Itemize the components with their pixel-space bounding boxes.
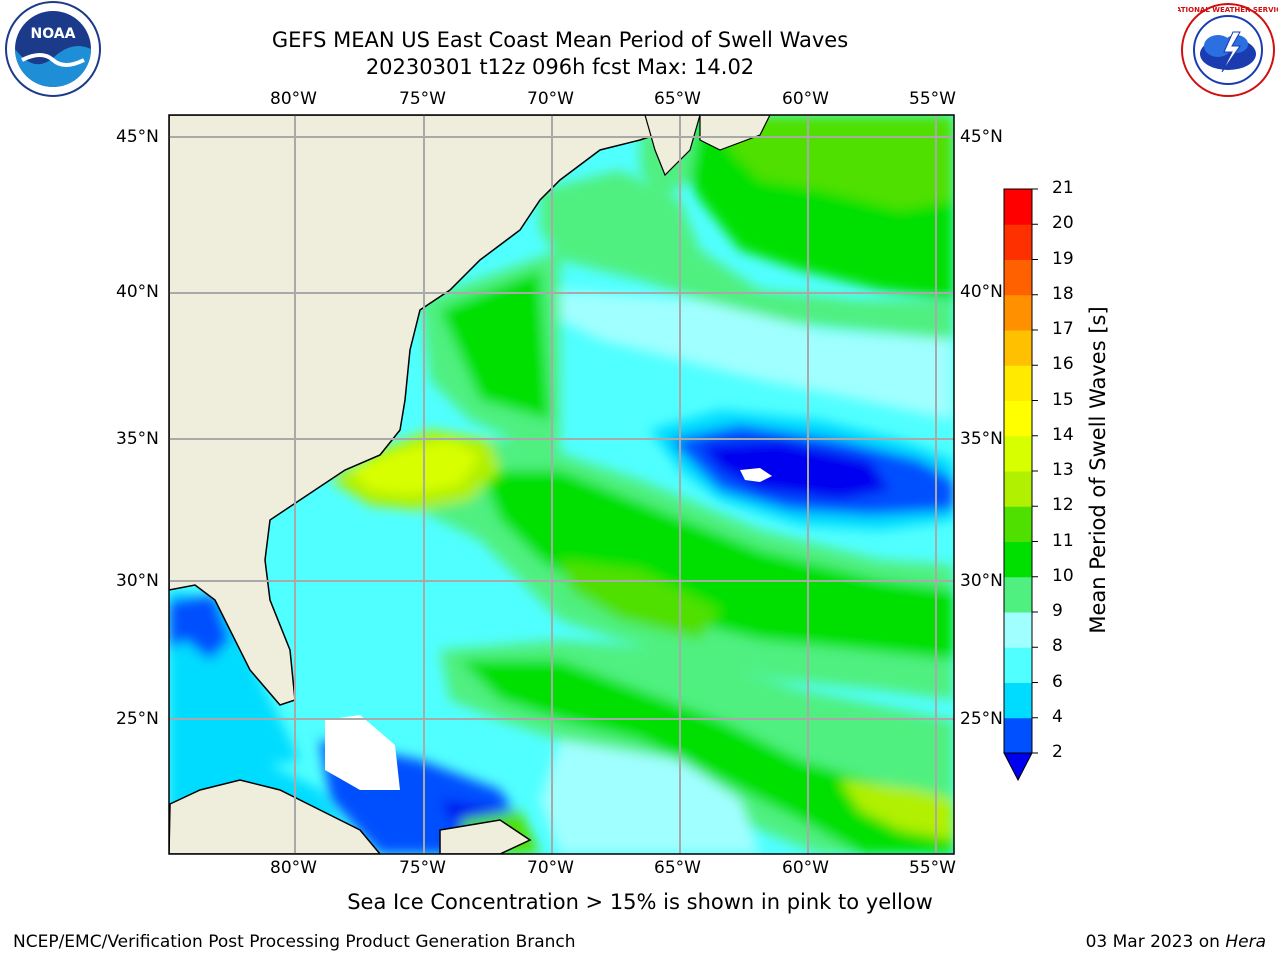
colorbar-segment <box>1004 471 1032 507</box>
colorbar-segment <box>1004 294 1032 331</box>
colorbar-segment <box>1004 400 1032 437</box>
bahamas-mask <box>325 715 400 790</box>
colorbar-tick-label: 10 <box>1052 565 1074 586</box>
lon-label-top: 70°W <box>527 89 574 109</box>
colorbar-tick-label: 12 <box>1052 495 1074 516</box>
footer-date-text: 03 Mar 2023 on <box>1085 932 1226 952</box>
colorbar-under-arrow <box>1003 752 1033 782</box>
colorbar-segment <box>1004 224 1032 260</box>
colorbar-segment <box>1004 330 1032 366</box>
colorbar-tick-label: 18 <box>1052 283 1074 304</box>
lon-label-top: 75°W <box>399 89 446 109</box>
lon-label-bottom: 70°W <box>527 858 574 878</box>
colorbar-segment <box>1004 576 1032 613</box>
chart-title: GEFS MEAN US East Coast Mean Period of S… <box>271 28 849 52</box>
lon-label-bottom: 60°W <box>782 858 829 878</box>
lat-label-left: 45°N <box>116 127 159 147</box>
colorbar-segment <box>1004 682 1032 719</box>
graticule <box>169 115 954 854</box>
lat-label-right: 45°N <box>960 127 1003 147</box>
colorbar-tick-label: 8 <box>1052 636 1063 657</box>
lon-label-top: 80°W <box>270 89 317 109</box>
colorbar-title: Mean Period of Swell Waves [s] <box>1086 306 1110 634</box>
land-mass <box>169 115 771 854</box>
colorbar-tick-label: 9 <box>1052 601 1063 621</box>
lat-label-left: 35°N <box>116 429 159 449</box>
footer-credit: NCEP/EMC/Verification Post Processing Pr… <box>13 932 576 952</box>
colorbar-tick-label: 16 <box>1052 354 1074 375</box>
colorbar-segment <box>1004 189 1032 225</box>
lat-label-right: 25°N <box>960 709 1003 729</box>
colorbar-segment <box>1004 647 1032 683</box>
colorbar-tick-label: 13 <box>1052 460 1074 480</box>
lon-label-top: 60°W <box>782 89 829 109</box>
colorbar-tick-label: 14 <box>1052 424 1074 445</box>
chart-subtitle: 20230301 t12z 096h fcst Max: 14.02 <box>365 55 755 79</box>
lat-label-left: 30°N <box>116 571 159 591</box>
colorbar-segment <box>1004 435 1032 472</box>
lat-label-right: 30°N <box>960 571 1003 591</box>
lon-label-bottom: 65°W <box>654 858 701 878</box>
colorbar-segment <box>1004 717 1032 754</box>
lat-label-right: 40°N <box>960 282 1003 302</box>
lon-label-top: 55°W <box>909 89 956 109</box>
colorbar-segment <box>1004 259 1032 296</box>
colorbar-tick-label: 21 <box>1052 178 1074 198</box>
footer-date: 03 Mar 2023 on Hera <box>1086 932 1266 952</box>
lon-label-bottom: 55°W <box>909 858 956 878</box>
swell-period-field <box>169 115 954 854</box>
colorbar-tick-label: 6 <box>1052 671 1063 692</box>
colorbar-segment <box>1004 506 1032 542</box>
colorbar-tick-label: 2 <box>1052 742 1063 762</box>
noaa-logo-text: NOAA <box>31 26 76 42</box>
map-frame <box>168 114 955 855</box>
footer-machine: Hera <box>1225 932 1266 952</box>
nws-logo: NATIONAL WEATHER SERVICE <box>1178 3 1278 97</box>
lon-label-bottom: 75°W <box>399 858 446 878</box>
colorbar-tick-label: 20 <box>1052 213 1074 234</box>
noaa-logo: NOAA <box>5 1 101 97</box>
lon-label-top: 65°W <box>654 89 701 109</box>
colorbar-segment <box>1004 365 1032 401</box>
colorbar-tick-label: 17 <box>1052 319 1074 339</box>
lat-label-left: 25°N <box>116 709 159 729</box>
colorbar-segment <box>1004 612 1032 648</box>
colorbar-tick-label: 19 <box>1052 248 1074 269</box>
colorbar-segment <box>1004 541 1032 578</box>
lat-label-right: 35°N <box>960 429 1003 449</box>
lat-label-left: 40°N <box>116 282 159 302</box>
colorbar-tick-label: 15 <box>1052 389 1074 410</box>
colorbar-tick-label: 11 <box>1052 530 1074 551</box>
sea-ice-note: Sea Ice Concentration > 15% is shown in … <box>347 890 933 914</box>
colorbar-tick-label: 4 <box>1052 706 1063 727</box>
lon-label-bottom: 80°W <box>270 858 317 878</box>
no-data-mask <box>740 468 772 482</box>
nws-logo-text: NATIONAL WEATHER SERVICE <box>1178 6 1278 14</box>
